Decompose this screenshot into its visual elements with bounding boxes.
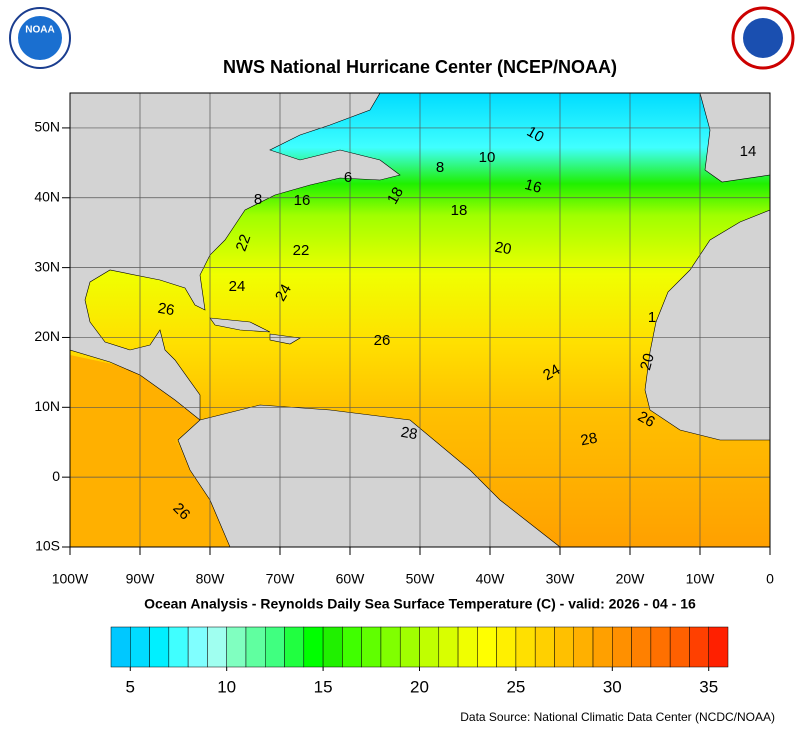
colorbar-tick-label: 20: [410, 677, 429, 696]
contour-label: 28: [579, 430, 598, 450]
colorbar-box: [322, 626, 343, 668]
contour-label: 1: [648, 309, 656, 326]
colorbar-box: [265, 626, 285, 668]
colorbar-box: [284, 626, 305, 668]
x-tick-label: 0: [766, 571, 774, 587]
y-tick-label: 10N: [34, 398, 60, 414]
y-tick-label: 20N: [34, 328, 60, 344]
colorbar-box: [457, 626, 478, 668]
colorbar-tick-label: 35: [699, 677, 718, 696]
colorbar-tick-label: 10: [217, 677, 236, 696]
contour-label: 16: [294, 192, 311, 209]
x-tick-label: 90W: [126, 571, 156, 587]
contour-label: 26: [374, 332, 391, 349]
contour-label: 22: [293, 242, 310, 259]
colorbar-box: [342, 626, 362, 668]
colorbar-box: [380, 626, 401, 668]
contour-label: 26: [156, 300, 175, 320]
colorbar-tick-label: 15: [314, 677, 333, 696]
noaa-text: NOAA: [25, 25, 54, 36]
colorbar-box: [419, 626, 440, 668]
colorbar-box: [226, 626, 247, 668]
contour-label: 6: [344, 169, 352, 186]
colorbar-tick-label: 30: [603, 677, 622, 696]
contour-label: 24: [540, 361, 563, 384]
caption: Ocean Analysis - Reynolds Daily Sea Surf…: [144, 596, 696, 612]
contour-label: 24: [229, 278, 246, 295]
y-tick-label: 40N: [34, 188, 60, 204]
contour-label: 16: [523, 176, 544, 197]
x-tick-label: 20W: [616, 571, 646, 587]
pacific: [70, 355, 230, 547]
colorbar-box: [554, 626, 574, 668]
colorbar-box: [592, 626, 613, 668]
contour-label: 26: [635, 408, 658, 431]
map-frame: [69, 92, 771, 548]
contour-label: 18: [384, 184, 407, 207]
colorbar-box: [399, 626, 420, 668]
colorbar-box: [689, 626, 709, 668]
y-tick-label: 0: [52, 468, 60, 484]
colorbar-box: [477, 626, 497, 668]
colorbar-box: [612, 626, 632, 668]
data-source: Data Source: National Climatic Data Cent…: [460, 710, 775, 724]
colorbar-box: [496, 626, 517, 668]
land: [69, 92, 771, 548]
contour-label: 8: [436, 159, 444, 176]
x-tick-label: 50W: [406, 571, 436, 587]
colorbar-box: [708, 626, 729, 668]
colorbar-box: [110, 626, 131, 668]
colorbar-box: [515, 626, 536, 668]
contour-label: 20: [493, 239, 512, 259]
colorbar-box: [303, 626, 324, 668]
x-tick-label: 30W: [546, 571, 576, 587]
colorbar-box: [207, 626, 227, 668]
title: NWS National Hurricane Center (NCEP/NOAA…: [223, 57, 617, 77]
nws-logo: [731, 6, 795, 70]
contour-label: 24: [272, 281, 295, 304]
colorbar-box: [669, 626, 690, 668]
x-tick-label: 60W: [336, 571, 366, 587]
colorbar-tick-label: 5: [126, 677, 135, 696]
y-tick-label: 50N: [34, 119, 60, 135]
colorbar-box: [361, 626, 382, 668]
colorbar-box: [149, 626, 170, 668]
x-tick-label: 100W: [52, 571, 89, 587]
colorbar-box: [168, 626, 189, 668]
colorbar-box: [438, 626, 459, 668]
colorbar-tick-label: 25: [506, 677, 525, 696]
x-tick-label: 70W: [266, 571, 296, 587]
contour-label: 10: [524, 123, 547, 146]
colorbar-box: [650, 626, 671, 668]
contour-label: 20: [637, 352, 658, 373]
colorbar-box: [631, 626, 652, 668]
contour-label: 18: [451, 202, 468, 219]
x-tick-label: 10W: [686, 571, 716, 587]
colorbar-box: [245, 626, 266, 668]
contour-label: 14: [740, 143, 757, 160]
contour-label: 10: [479, 149, 496, 166]
colorbar-box: [187, 626, 208, 668]
x-tick-label: 40W: [476, 571, 506, 587]
colorbar-box: [130, 626, 150, 668]
noaa-logo: NOAA: [9, 7, 71, 69]
colorbar-box: [534, 626, 555, 668]
x-tick-label: 80W: [196, 571, 226, 587]
y-tick-label: 30N: [34, 258, 60, 274]
y-tick-label: 10S: [35, 538, 60, 554]
contour-label: 8: [254, 191, 262, 208]
colorbar-box: [573, 626, 594, 668]
contour-label: 22: [233, 232, 255, 253]
contour-label: 28: [399, 424, 418, 444]
